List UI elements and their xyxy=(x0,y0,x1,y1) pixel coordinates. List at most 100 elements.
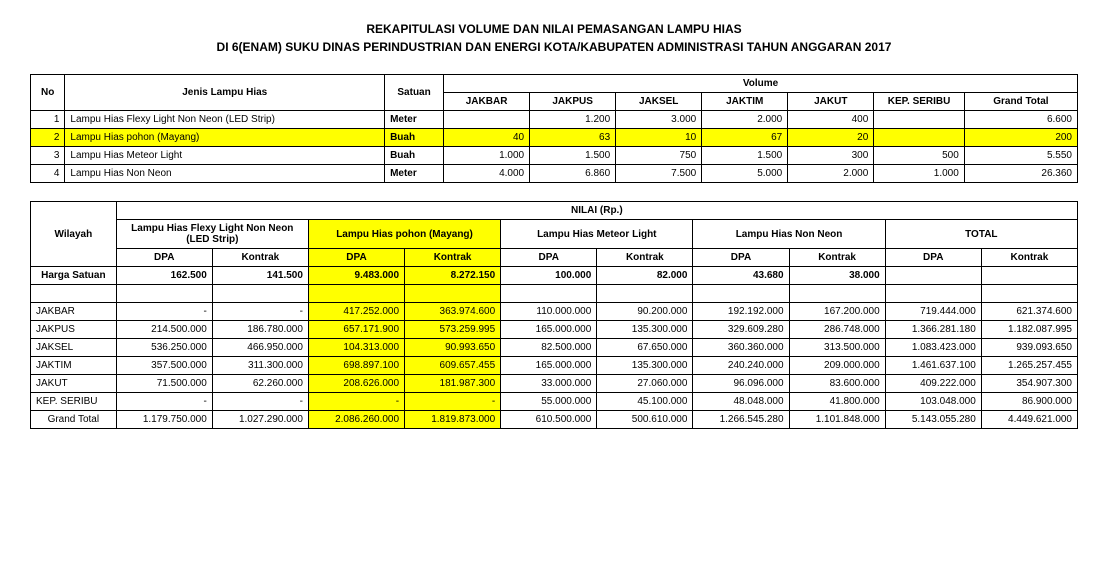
cell: 573.259.995 xyxy=(405,321,501,339)
cell: 90.993.650 xyxy=(405,339,501,357)
cell: 719.444.000 xyxy=(885,303,981,321)
h-grand-total: Grand Total xyxy=(964,93,1077,111)
h-volume: Volume xyxy=(444,75,1078,93)
cell: 41.800.000 xyxy=(789,393,885,411)
cell: 104.313.000 xyxy=(308,339,404,357)
cell: 363.974.600 xyxy=(405,303,501,321)
cell: 135.300.000 xyxy=(597,357,693,375)
cell: Buah xyxy=(385,129,444,147)
cell: 186.780.000 xyxy=(212,321,308,339)
cell: 141.500 xyxy=(212,267,308,285)
cell: Lampu Hias Non Neon xyxy=(65,165,385,183)
h-kontrak: Kontrak xyxy=(789,249,885,267)
cell: 62.260.000 xyxy=(212,375,308,393)
cell: 67 xyxy=(702,129,788,147)
h-region: JAKTIM xyxy=(702,93,788,111)
cell: 300 xyxy=(788,147,874,165)
cell: 240.240.000 xyxy=(693,357,789,375)
cell: - xyxy=(116,303,212,321)
cell: 3.000 xyxy=(616,111,702,129)
h-region: JAKBAR xyxy=(444,93,530,111)
table-row: 2Lampu Hias pohon (Mayang)Buah4063106720… xyxy=(31,129,1078,147)
cell: 417.252.000 xyxy=(308,303,404,321)
cell: 83.600.000 xyxy=(789,375,885,393)
h-dpa: DPA xyxy=(308,249,404,267)
h-region: JAKUT xyxy=(788,93,874,111)
h-satuan: Satuan xyxy=(385,75,444,111)
cell: 55.000.000 xyxy=(501,393,597,411)
cell: 209.000.000 xyxy=(789,357,885,375)
row-harga-satuan: Harga Satuan162.500141.5009.483.0008.272… xyxy=(31,267,1078,285)
cell-gt: 5.550 xyxy=(964,147,1077,165)
cell: 609.657.455 xyxy=(405,357,501,375)
cell: 20 xyxy=(788,129,874,147)
h-region: JAKPUS xyxy=(530,93,616,111)
cell: 1 xyxy=(31,111,65,129)
cell: - xyxy=(405,393,501,411)
report-title: REKAPITULASI VOLUME DAN NILAI PEMASANGAN… xyxy=(30,20,1078,56)
cell: - xyxy=(308,393,404,411)
cell xyxy=(874,111,965,129)
cell: 1.101.848.000 xyxy=(789,411,885,429)
cell xyxy=(885,285,981,303)
cell-gt: 26.360 xyxy=(964,165,1077,183)
h-jenis: Jenis Lampu Hias xyxy=(65,75,385,111)
cell: 192.192.000 xyxy=(693,303,789,321)
h-group: Lampu Hias Non Neon xyxy=(693,220,885,249)
cell: 165.000.000 xyxy=(501,321,597,339)
h-kontrak: Kontrak xyxy=(981,249,1077,267)
cell: 6.860 xyxy=(530,165,616,183)
cell: 10 xyxy=(616,129,702,147)
cell: 1.366.281.180 xyxy=(885,321,981,339)
cell: 500 xyxy=(874,147,965,165)
h-group: Lampu Hias pohon (Mayang) xyxy=(308,220,500,249)
cell: Meter xyxy=(385,111,444,129)
cell: 110.000.000 xyxy=(501,303,597,321)
spacer-row xyxy=(31,285,1078,303)
cell: 2.000 xyxy=(702,111,788,129)
cell: 162.500 xyxy=(116,267,212,285)
table-row: 3Lampu Hias Meteor LightBuah1.0001.50075… xyxy=(31,147,1078,165)
cell xyxy=(405,285,501,303)
cell: 82.500.000 xyxy=(501,339,597,357)
cell: 4.000 xyxy=(444,165,530,183)
cell: 103.048.000 xyxy=(885,393,981,411)
cell: 466.950.000 xyxy=(212,339,308,357)
cell: 939.093.650 xyxy=(981,339,1077,357)
cell: 48.048.000 xyxy=(693,393,789,411)
cell-wilayah: JAKTIM xyxy=(31,357,117,375)
table-row: KEP. SERIBU----55.000.00045.100.00048.04… xyxy=(31,393,1078,411)
table-row: 1Lampu Hias Flexy Light Non Neon (LED St… xyxy=(31,111,1078,129)
cell: 657.171.900 xyxy=(308,321,404,339)
cell: 33.000.000 xyxy=(501,375,597,393)
cell: 96.096.000 xyxy=(693,375,789,393)
cell-wilayah: JAKUT xyxy=(31,375,117,393)
cell: 409.222.000 xyxy=(885,375,981,393)
cell: Lampu Hias pohon (Mayang) xyxy=(65,129,385,147)
cell: 90.200.000 xyxy=(597,303,693,321)
cell: 400 xyxy=(788,111,874,129)
cell: 40 xyxy=(444,129,530,147)
cell: 311.300.000 xyxy=(212,357,308,375)
cell: 1.000 xyxy=(444,147,530,165)
cell: Buah xyxy=(385,147,444,165)
h-group: Lampu Hias Flexy Light Non Neon (LED Str… xyxy=(116,220,308,249)
cell: 1.200 xyxy=(530,111,616,129)
row-grand-total: Grand Total1.179.750.0001.027.290.0002.0… xyxy=(31,411,1078,429)
cell-gt-label: Grand Total xyxy=(31,411,117,429)
h-kontrak: Kontrak xyxy=(212,249,308,267)
cell-wilayah: KEP. SERIBU xyxy=(31,393,117,411)
cell: 2 xyxy=(31,129,65,147)
cell: 67.650.000 xyxy=(597,339,693,357)
h-dpa: DPA xyxy=(116,249,212,267)
cell xyxy=(31,285,117,303)
cell: 354.907.300 xyxy=(981,375,1077,393)
cell: 7.500 xyxy=(616,165,702,183)
cell: Lampu Hias Flexy Light Non Neon (LED Str… xyxy=(65,111,385,129)
cell: - xyxy=(212,393,308,411)
h-harga: Harga Satuan xyxy=(31,267,117,285)
cell: 4.449.621.000 xyxy=(981,411,1077,429)
cell: 2.086.260.000 xyxy=(308,411,404,429)
table-row: JAKBAR--417.252.000363.974.600110.000.00… xyxy=(31,303,1078,321)
cell xyxy=(444,111,530,129)
